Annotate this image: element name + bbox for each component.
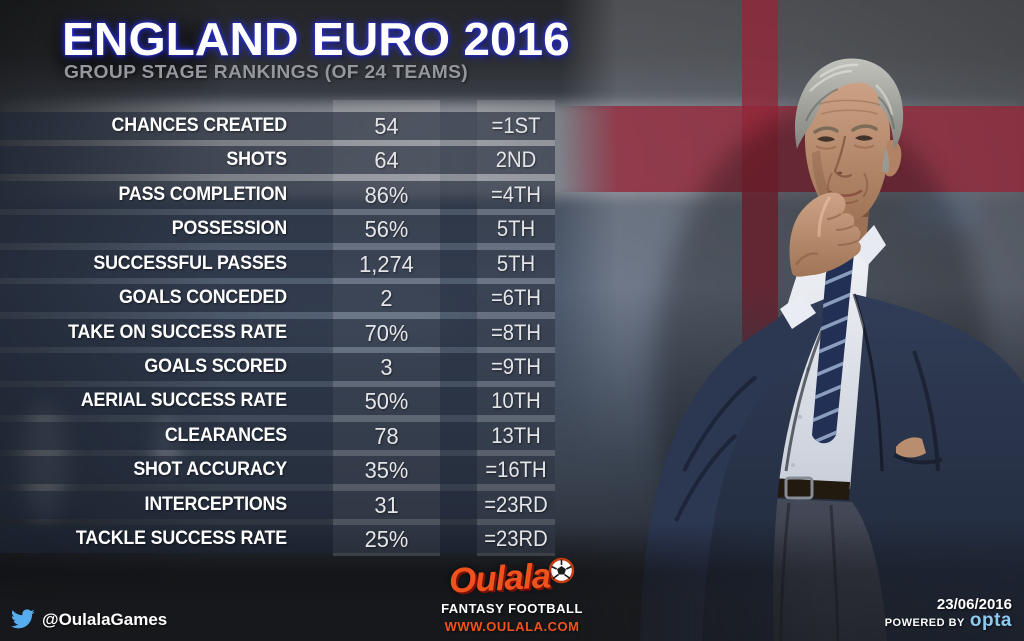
stat-value: 50%: [364, 388, 409, 415]
stat-value: 64: [374, 147, 399, 174]
stat-rank: =6TH: [490, 285, 542, 311]
stat-label: POSSESSION: [171, 218, 287, 240]
stat-rank: 5TH: [496, 216, 536, 242]
stat-rank: =23RD: [484, 491, 548, 517]
oulala-brand-block: Oulala FANTASY FOOTBALL WWW.OULALA.COM: [428, 556, 596, 634]
stat-rank: =23RD: [484, 526, 548, 551]
publish-date: 23/06/2016: [936, 596, 1012, 613]
stat-label: SHOT ACCURACY: [133, 459, 287, 481]
table-row: SHOTS 64 2ND: [0, 146, 555, 175]
stat-label: TAKE ON SUCCESS RATE: [68, 321, 287, 343]
stat-label: CLEARANCES: [164, 424, 287, 446]
stat-rank: =9TH: [490, 353, 542, 379]
stat-rank: 5TH: [496, 250, 536, 276]
stat-label: GOALS SCORED: [144, 355, 287, 377]
stat-label: AERIAL SUCCESS RATE: [80, 390, 287, 412]
table-row: GOALS SCORED 3 =9TH: [0, 352, 555, 381]
stat-value: 35%: [364, 457, 409, 484]
brand-tagline: FANTASY FOOTBALL: [441, 601, 583, 616]
page-title: ENGLAND EURO 2016: [62, 13, 570, 65]
stat-label: SHOTS: [226, 149, 287, 171]
table-row: TAKE ON SUCCESS RATE 70% =8TH: [0, 318, 555, 347]
twitter-handle-group[interactable]: @OulalaGames: [10, 609, 167, 630]
stat-rank: =8TH: [490, 319, 542, 345]
table-row: SHOT ACCURACY 35% =16TH: [0, 456, 555, 485]
table-row: CLEARANCES 78 13TH: [0, 421, 555, 450]
table-row: SUCCESSFUL PASSES 1,274 5TH: [0, 249, 555, 278]
stat-rank: =1ST: [491, 113, 541, 138]
twitter-bird-icon: [10, 609, 35, 629]
stat-rank: 2ND: [495, 147, 537, 173]
stat-value: 2: [380, 285, 393, 312]
stat-value: 86%: [364, 181, 409, 208]
page-subtitle: GROUP STAGE RANKINGS (OF 24 TEAMS): [64, 62, 469, 82]
stat-value: 31: [374, 491, 399, 518]
powered-by-group: POWERED BY opta: [885, 611, 1012, 630]
table-row: TACKLE SUCCESS RATE 25% =23RD: [0, 525, 555, 553]
stat-rank: 10TH: [491, 388, 541, 414]
stadium-structure-blur: [58, 26, 208, 76]
football-icon: [548, 557, 575, 584]
table-row: POSSESSION 56% 5TH: [0, 215, 555, 244]
stat-value: 1,274: [359, 250, 414, 277]
table-row: INTERCEPTIONS 31 =23RD: [0, 490, 555, 519]
stat-label: GOALS CONCEDED: [118, 287, 288, 309]
stat-value: 25%: [364, 526, 409, 552]
twitter-handle: @OulalaGames: [42, 609, 168, 629]
stat-label: SUCCESSFUL PASSES: [93, 252, 287, 274]
stat-value: 54: [374, 113, 399, 139]
stat-label: CHANCES CREATED: [111, 115, 288, 136]
table-row: AERIAL SUCCESS RATE 50% 10TH: [0, 387, 555, 416]
stat-value: 78: [374, 422, 399, 449]
table-row: PASS COMPLETION 86% =4TH: [0, 180, 555, 209]
stat-label: PASS COMPLETION: [118, 183, 288, 205]
stat-rank: =4TH: [490, 181, 542, 207]
stat-label: INTERCEPTIONS: [144, 493, 288, 515]
stat-rank: =16TH: [485, 457, 547, 483]
stat-value: 70%: [364, 319, 409, 346]
website-url[interactable]: WWW.OULALA.COM: [444, 619, 580, 634]
stat-label: TACKLE SUCCESS RATE: [75, 528, 287, 549]
rankings-table: CHANCES CREATED 54 =1ST SHOTS 64 2ND PASS COMP…: [0, 0, 556, 560]
oulala-logo: Oulala: [448, 556, 551, 601]
powered-by-label: POWERED BY: [884, 617, 965, 629]
stat-rank: 13TH: [491, 422, 541, 448]
table-row: CHANCES CREATED 54 =1ST: [0, 112, 555, 140]
stat-value: 56%: [364, 216, 409, 243]
stat-value: 3: [380, 353, 393, 380]
table-row: GOALS CONCEDED 2 =6TH: [0, 284, 555, 313]
opta-logo: opta: [969, 610, 1012, 631]
